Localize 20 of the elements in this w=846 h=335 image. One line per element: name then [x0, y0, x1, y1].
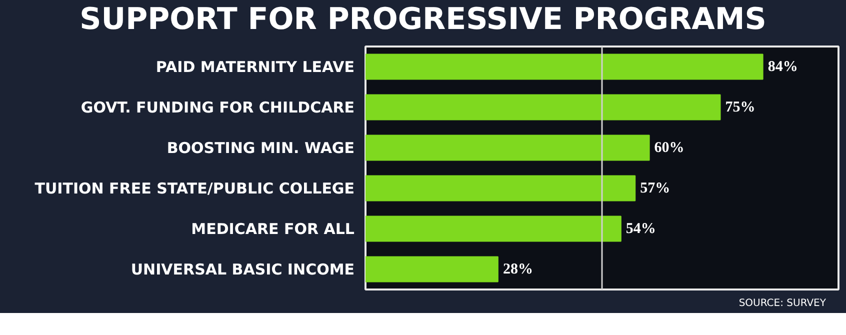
- data-label: 28%: [502, 261, 533, 278]
- data-label: 54%: [626, 220, 656, 237]
- y-tick-label: MEDICARE FOR ALL: [191, 220, 355, 238]
- y-tick-label: GOVT. FUNDING FOR CHILDCARE: [80, 98, 355, 116]
- bar: [366, 256, 498, 282]
- y-tick-label: UNIVERSAL BASIC INCOME: [130, 260, 355, 278]
- data-label: 84%: [768, 58, 798, 75]
- bar: [366, 175, 636, 202]
- bar: [366, 134, 650, 161]
- chart-title: SUPPORT FOR PROGRESSIVE PROGRAMS: [80, 1, 766, 39]
- bar: [366, 54, 764, 80]
- source-note: SOURCE: SURVEY: [738, 297, 826, 311]
- bar: [366, 216, 622, 242]
- data-label: 57%: [640, 180, 670, 196]
- data-label: 75%: [725, 99, 756, 116]
- y-tick-label: TUITION FREE STATE/PUBLIC COLLEGE: [34, 179, 355, 198]
- bar: [366, 94, 721, 120]
- data-label: 60%: [654, 140, 684, 156]
- y-tick-label: PAID MATERNITY LEAVE: [156, 58, 355, 76]
- y-tick-label: BOOSTING MIN. WAGE: [166, 138, 355, 157]
